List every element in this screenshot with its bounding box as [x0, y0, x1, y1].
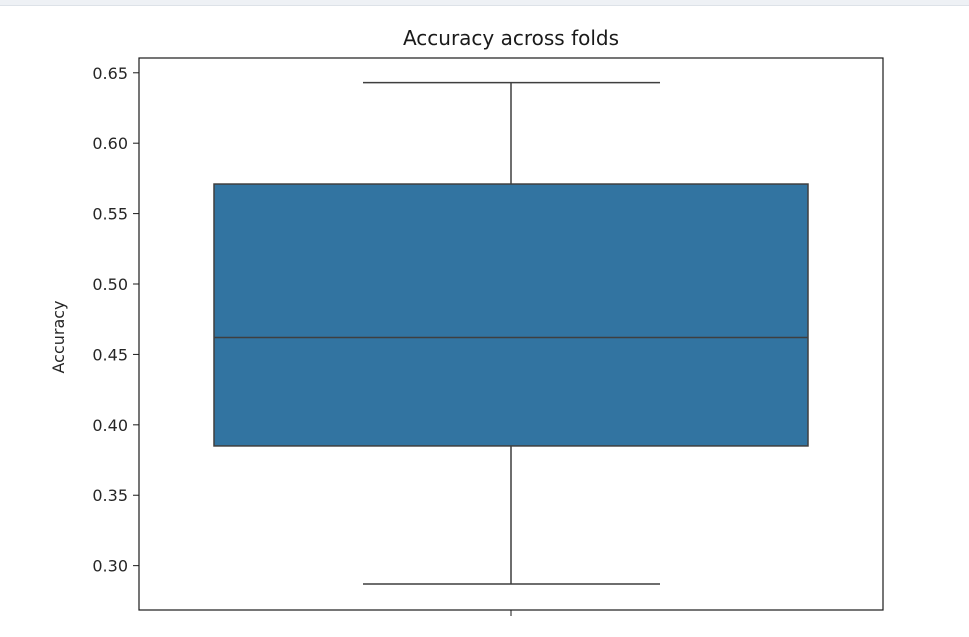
y-tick-label: 0.40 [92, 416, 128, 435]
iqr-box [213, 183, 809, 447]
y-axis-ticks: 0.30 0.35 0.40 0.45 0.50 0.55 0.60 0.65 [92, 64, 139, 576]
y-tick-label: 0.45 [92, 345, 128, 364]
y-tick-label: 0.65 [92, 64, 128, 83]
top-divider [0, 0, 969, 6]
y-tick-label: 0.50 [92, 275, 128, 294]
y-tick-label: 0.55 [92, 205, 128, 224]
y-tick-label: 0.60 [92, 134, 128, 153]
box-plot-elements [213, 81, 809, 585]
chart-title: Accuracy across folds [403, 26, 619, 50]
y-tick-label: 0.30 [92, 557, 128, 576]
y-tick-label: 0.35 [92, 486, 128, 505]
y-axis-label: Accuracy [49, 300, 68, 373]
